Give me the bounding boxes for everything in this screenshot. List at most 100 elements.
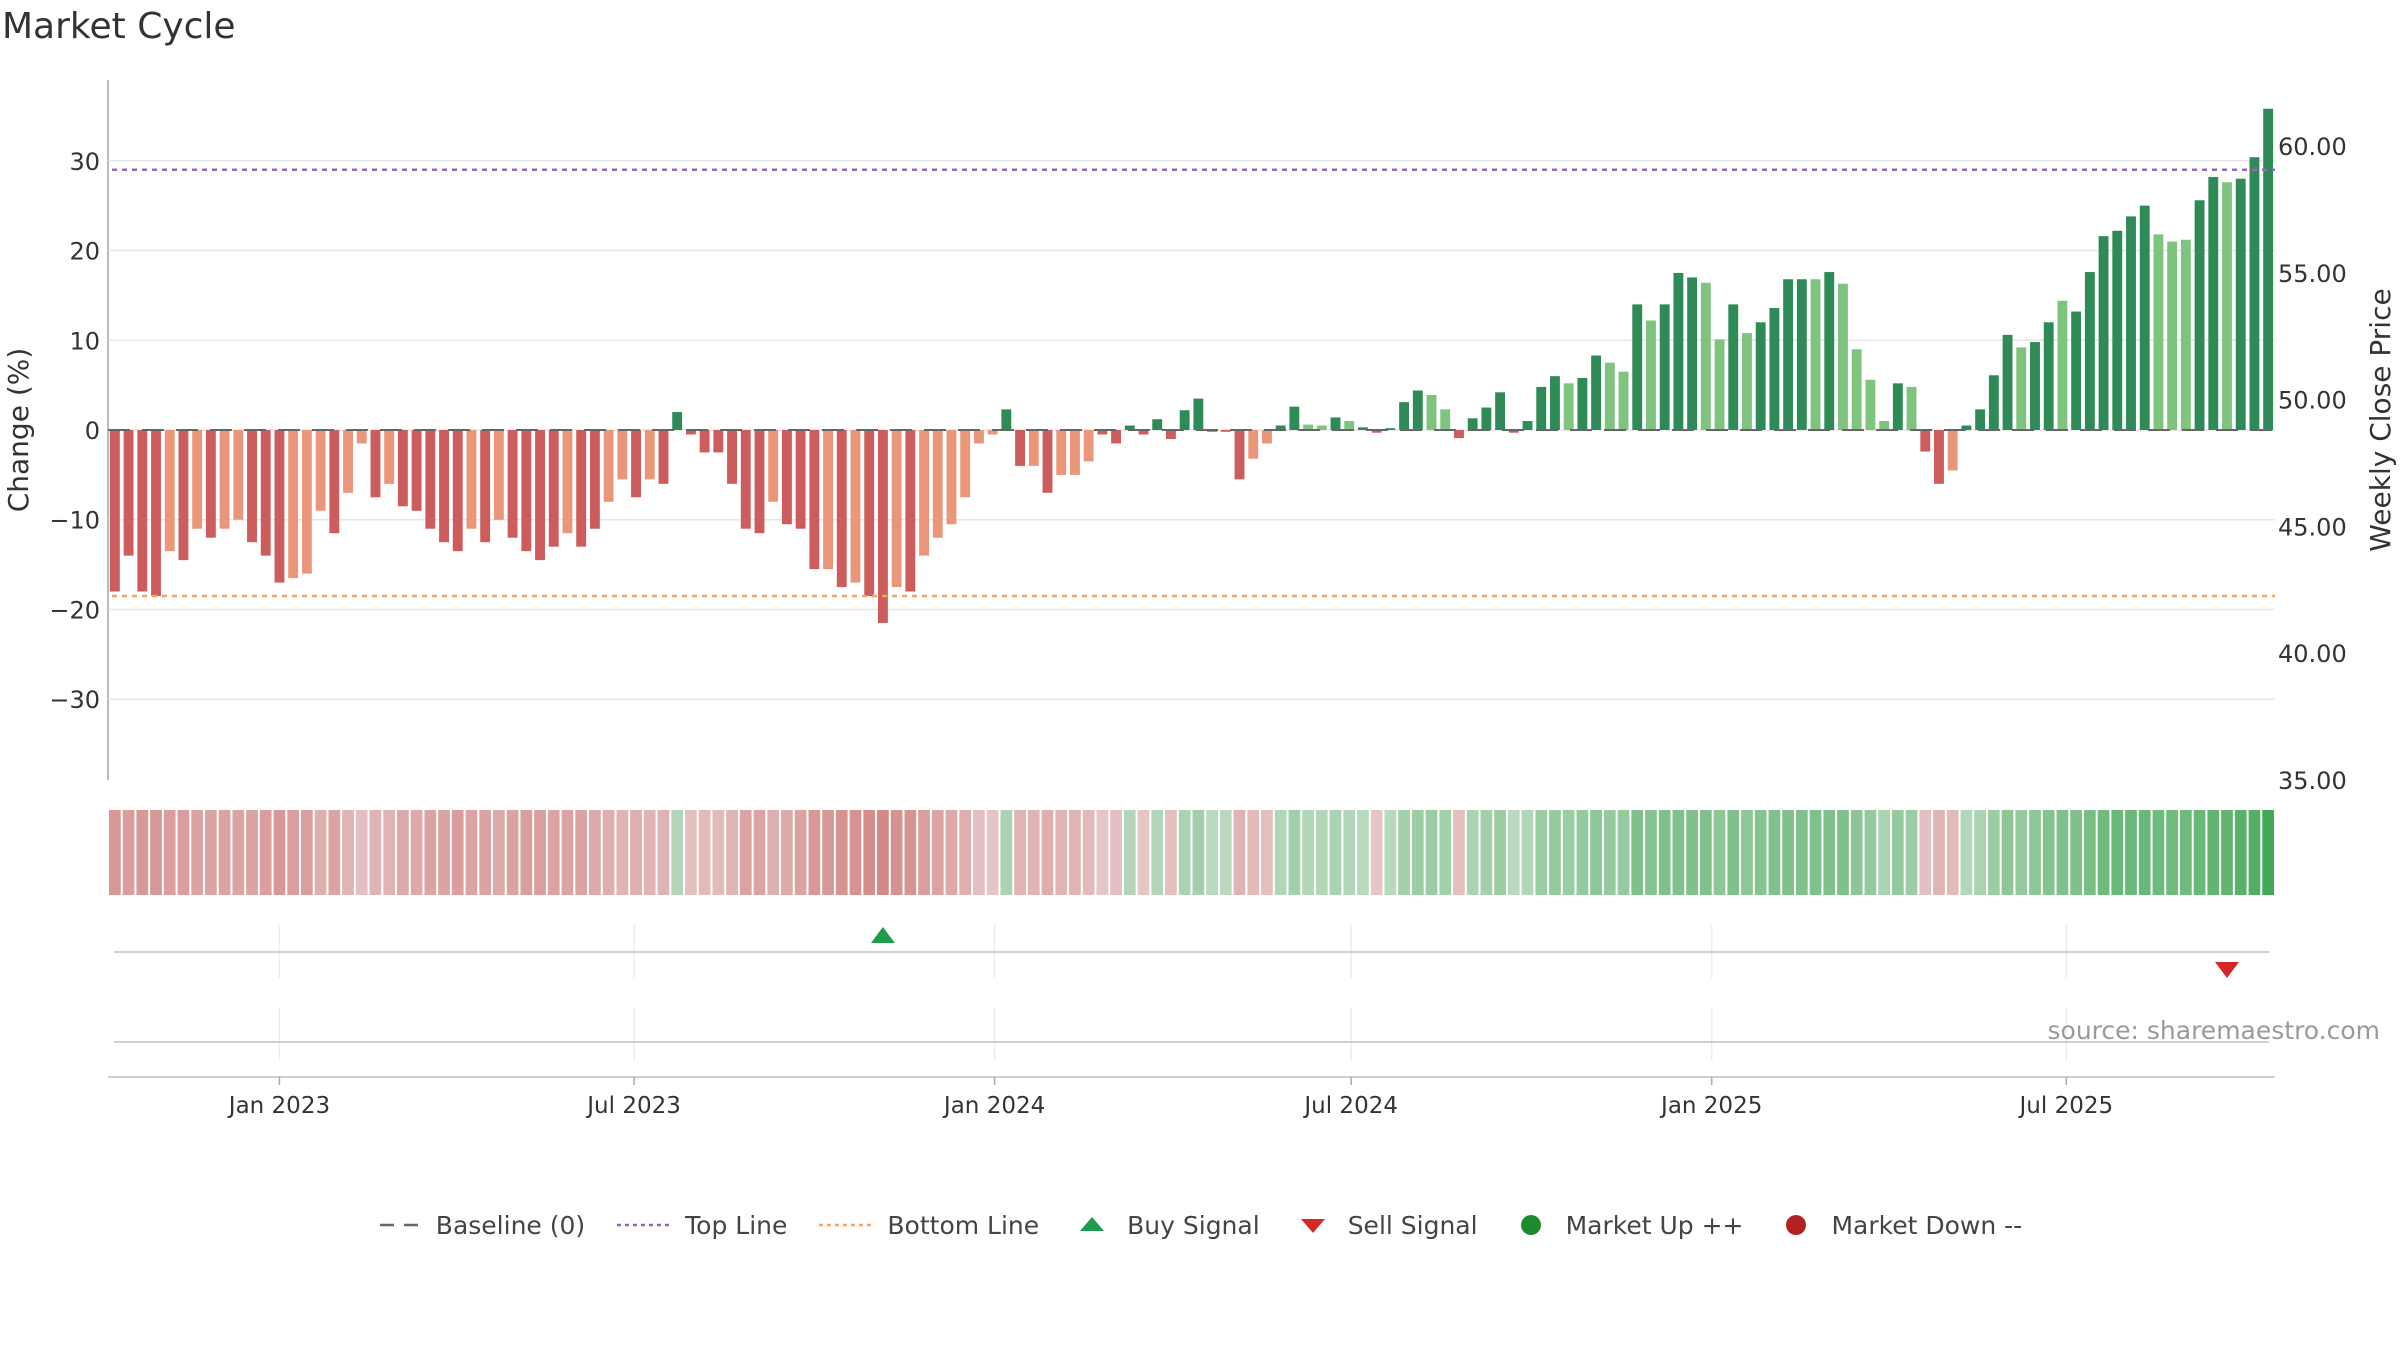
sell-signal-marker	[2214, 962, 2239, 978]
bar	[2153, 234, 2164, 430]
bar	[2098, 236, 2109, 430]
bar	[1755, 322, 1766, 430]
bar	[1906, 386, 1917, 430]
bar	[1783, 279, 1794, 430]
heat-cell	[1274, 810, 1287, 895]
bar	[960, 430, 971, 498]
heat-cell	[657, 810, 670, 895]
heat-cell	[1137, 810, 1150, 895]
y-tick-label: 30	[69, 148, 100, 176]
bar	[1879, 421, 1890, 430]
bar	[2180, 239, 2191, 430]
bar	[2126, 216, 2136, 430]
legend-label: Sell Signal	[1347, 1210, 1478, 1240]
heat-cell	[397, 810, 409, 895]
bar	[1316, 425, 1327, 430]
bar	[1028, 430, 1039, 466]
heat-cell	[1699, 810, 1712, 895]
bar	[425, 430, 436, 529]
y-tick-label: −20	[49, 596, 100, 624]
bar	[109, 430, 120, 592]
heat-cell	[849, 810, 862, 895]
heat-cell	[506, 810, 519, 895]
heat-cell	[1178, 810, 1191, 895]
bar	[151, 430, 161, 597]
heat-cell	[2111, 810, 2124, 895]
heat-cell	[1864, 810, 1877, 895]
heat-cell	[2138, 810, 2151, 895]
bar	[384, 430, 395, 484]
heat-cell	[1123, 810, 1136, 895]
heat-cell	[1261, 810, 1273, 895]
y2-tick-label: 40.00	[2278, 640, 2347, 668]
bar	[288, 430, 299, 579]
bar	[1742, 333, 1752, 430]
heat-cell	[1151, 810, 1164, 895]
y-tick-label: −10	[49, 507, 100, 535]
bar	[1454, 430, 1464, 439]
bar	[1069, 430, 1080, 475]
y-axis-title: Change (%)	[2, 348, 35, 513]
heat-cell	[1974, 810, 1986, 895]
bar	[932, 430, 943, 538]
bar	[1604, 362, 1615, 430]
heat-cell	[931, 810, 944, 895]
heat-cell	[1850, 810, 1863, 895]
heat-cell	[273, 810, 286, 895]
bar	[685, 430, 696, 435]
heat-cell	[369, 810, 382, 895]
heat-cell	[794, 810, 807, 895]
bar	[823, 430, 833, 570]
heat-cell	[1795, 810, 1808, 895]
bar	[507, 430, 518, 538]
legend-item: Baseline (0)	[378, 1211, 585, 1240]
legend-item: Sell Signal	[1290, 1211, 1478, 1240]
heat-cell	[1027, 810, 1040, 895]
heat-cell	[2029, 810, 2041, 895]
bar	[2222, 182, 2232, 430]
heat-cell	[424, 810, 437, 895]
heat-cell	[1919, 810, 1932, 895]
heat-cell	[1439, 810, 1452, 895]
heat-cell	[1219, 810, 1232, 895]
heat-cell	[1302, 810, 1314, 895]
heat-cell	[191, 810, 204, 895]
bar	[589, 430, 600, 529]
bar	[809, 430, 820, 570]
y2-tick-label: 60.00	[2278, 133, 2347, 161]
heat-cell	[1494, 810, 1506, 895]
heat-cell	[287, 810, 300, 895]
bar	[178, 430, 189, 561]
y-tick-label: −30	[49, 686, 100, 714]
bar	[2043, 322, 2054, 430]
heat-cell	[2097, 810, 2110, 895]
heat-cell	[1658, 810, 1671, 895]
heat-cell	[973, 810, 985, 895]
heat-cell	[1960, 810, 1973, 895]
heat-cell	[959, 810, 972, 895]
x-tick-label: Jan 2023	[227, 1093, 330, 1119]
bar	[2263, 108, 2274, 430]
heat-cell	[2207, 810, 2220, 895]
bar	[1714, 339, 1725, 430]
heat-cell	[835, 810, 848, 895]
heat-cell	[1686, 810, 1698, 895]
heat-cell	[561, 810, 574, 895]
heat-cell	[2193, 810, 2206, 895]
heat-cell	[1617, 810, 1630, 895]
bar	[1097, 430, 1108, 435]
bar	[1399, 402, 1410, 430]
heat-cell	[465, 810, 478, 895]
heat-cell	[918, 810, 930, 895]
heat-cell	[520, 810, 533, 895]
heat-cell	[259, 810, 272, 895]
bar	[905, 430, 916, 592]
heat-cell	[1082, 810, 1095, 895]
bar	[315, 430, 326, 511]
heat-cell	[1000, 810, 1013, 895]
heat-cell	[2221, 810, 2233, 895]
bar	[1577, 377, 1588, 430]
bar	[137, 430, 148, 592]
bar	[1344, 421, 1355, 430]
bar	[1920, 430, 1931, 452]
